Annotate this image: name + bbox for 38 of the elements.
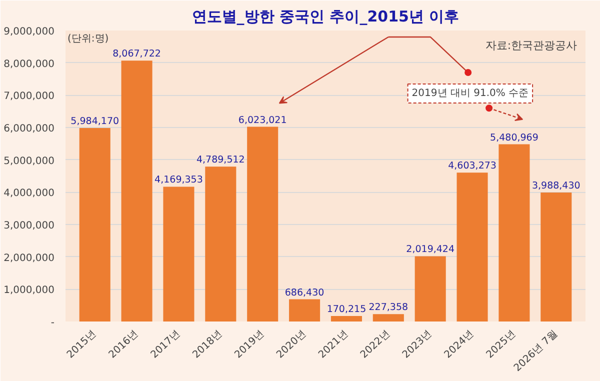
y-tick-label: 5,000,000 bbox=[4, 156, 55, 167]
bar bbox=[456, 172, 488, 322]
annotation: (단위:명) bbox=[68, 34, 109, 44]
y-tick-label: 2,000,000 bbox=[4, 252, 55, 264]
data-label: 8,067,722 bbox=[112, 48, 161, 60]
bar bbox=[330, 316, 362, 322]
y-tick-label: 9,000,000 bbox=[4, 26, 55, 38]
bar bbox=[289, 299, 320, 322]
bar bbox=[372, 314, 404, 322]
data-label: 686,430 bbox=[284, 287, 324, 298]
y-tick-label: - bbox=[50, 318, 55, 328]
data-label: 4,169,353 bbox=[154, 174, 203, 186]
data-label: 170,215 bbox=[326, 304, 366, 315]
y-tick-label: 1,000,000 bbox=[4, 285, 55, 296]
annotation: 2019년 대비 91.0% 수준 bbox=[412, 88, 529, 100]
data-label: 6,023,021 bbox=[238, 114, 287, 126]
bar bbox=[414, 256, 446, 322]
data-label: 3,988,430 bbox=[532, 180, 580, 192]
y-tick-label: 8,000,000 bbox=[4, 58, 55, 70]
data-label: 227,358 bbox=[368, 302, 408, 314]
data-label: 2,019,424 bbox=[406, 244, 455, 256]
chart-title: 연도별_방한 중국인 추이_2015년 이후 bbox=[192, 8, 460, 26]
annotation: 자료:한국관광공사 bbox=[485, 39, 578, 52]
y-tick-label: 6,000,000 bbox=[4, 124, 55, 134]
y-tick-label: 4,000,000 bbox=[4, 188, 55, 200]
y-tick-label: 3,000,000 bbox=[4, 220, 55, 232]
bar bbox=[205, 166, 236, 322]
data-label: 4,603,273 bbox=[448, 160, 496, 172]
bar bbox=[121, 60, 152, 322]
bar bbox=[247, 126, 278, 322]
y-tick-label: 7,000,000 bbox=[4, 91, 55, 102]
data-label: 5,984,170 bbox=[70, 116, 120, 128]
bar bbox=[163, 186, 194, 322]
data-label: 5,480,969 bbox=[490, 132, 538, 144]
bar bbox=[498, 144, 530, 322]
data-label: 4,789,512 bbox=[196, 154, 245, 166]
bar bbox=[79, 128, 110, 322]
bar bbox=[540, 192, 572, 322]
